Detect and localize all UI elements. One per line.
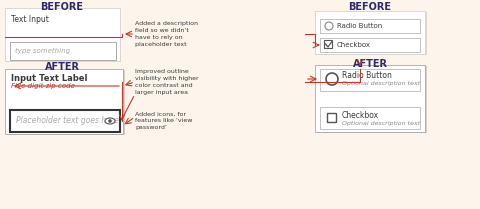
Text: Improved outline
visibility with higher
color contrast and
larger input area: Improved outline visibility with higher … — [135, 69, 199, 95]
Text: Radio Button: Radio Button — [342, 71, 392, 80]
FancyBboxPatch shape — [5, 69, 123, 134]
Text: Added a description
field so we didn’t
have to rely on
placeholder text: Added a description field so we didn’t h… — [135, 21, 198, 47]
FancyBboxPatch shape — [320, 107, 420, 129]
Text: type something: type something — [15, 48, 70, 54]
FancyBboxPatch shape — [10, 42, 116, 60]
Text: Checkbox: Checkbox — [342, 111, 379, 120]
FancyBboxPatch shape — [7, 70, 125, 135]
Text: BEFORE: BEFORE — [40, 2, 84, 12]
FancyBboxPatch shape — [320, 19, 420, 33]
FancyBboxPatch shape — [317, 66, 427, 133]
Circle shape — [325, 22, 333, 30]
Circle shape — [108, 119, 112, 123]
FancyBboxPatch shape — [324, 40, 332, 48]
Text: AFTER: AFTER — [352, 59, 387, 69]
Text: Added icons, for
features like ‘view
password’: Added icons, for features like ‘view pas… — [135, 111, 192, 130]
Text: Radio Button: Radio Button — [337, 23, 382, 29]
FancyBboxPatch shape — [320, 38, 420, 52]
Circle shape — [326, 73, 338, 85]
FancyBboxPatch shape — [5, 8, 120, 61]
FancyBboxPatch shape — [10, 110, 120, 132]
FancyBboxPatch shape — [320, 69, 420, 91]
Text: Placeholder text goes here: Placeholder text goes here — [16, 116, 119, 125]
Text: Checkbox: Checkbox — [337, 42, 371, 48]
Text: Optional description text: Optional description text — [342, 121, 420, 125]
Ellipse shape — [105, 118, 115, 124]
FancyBboxPatch shape — [6, 9, 121, 62]
FancyBboxPatch shape — [315, 65, 425, 132]
FancyBboxPatch shape — [315, 11, 425, 54]
Text: Input Text Label: Input Text Label — [11, 74, 87, 83]
Text: Optional description text: Optional description text — [342, 82, 420, 87]
FancyBboxPatch shape — [317, 12, 427, 55]
FancyBboxPatch shape — [327, 113, 336, 122]
Text: AFTER: AFTER — [45, 62, 80, 72]
Text: BEFORE: BEFORE — [348, 2, 392, 12]
Text: Five digit zip code: Five digit zip code — [11, 83, 75, 89]
Text: Text Input: Text Input — [11, 15, 49, 24]
